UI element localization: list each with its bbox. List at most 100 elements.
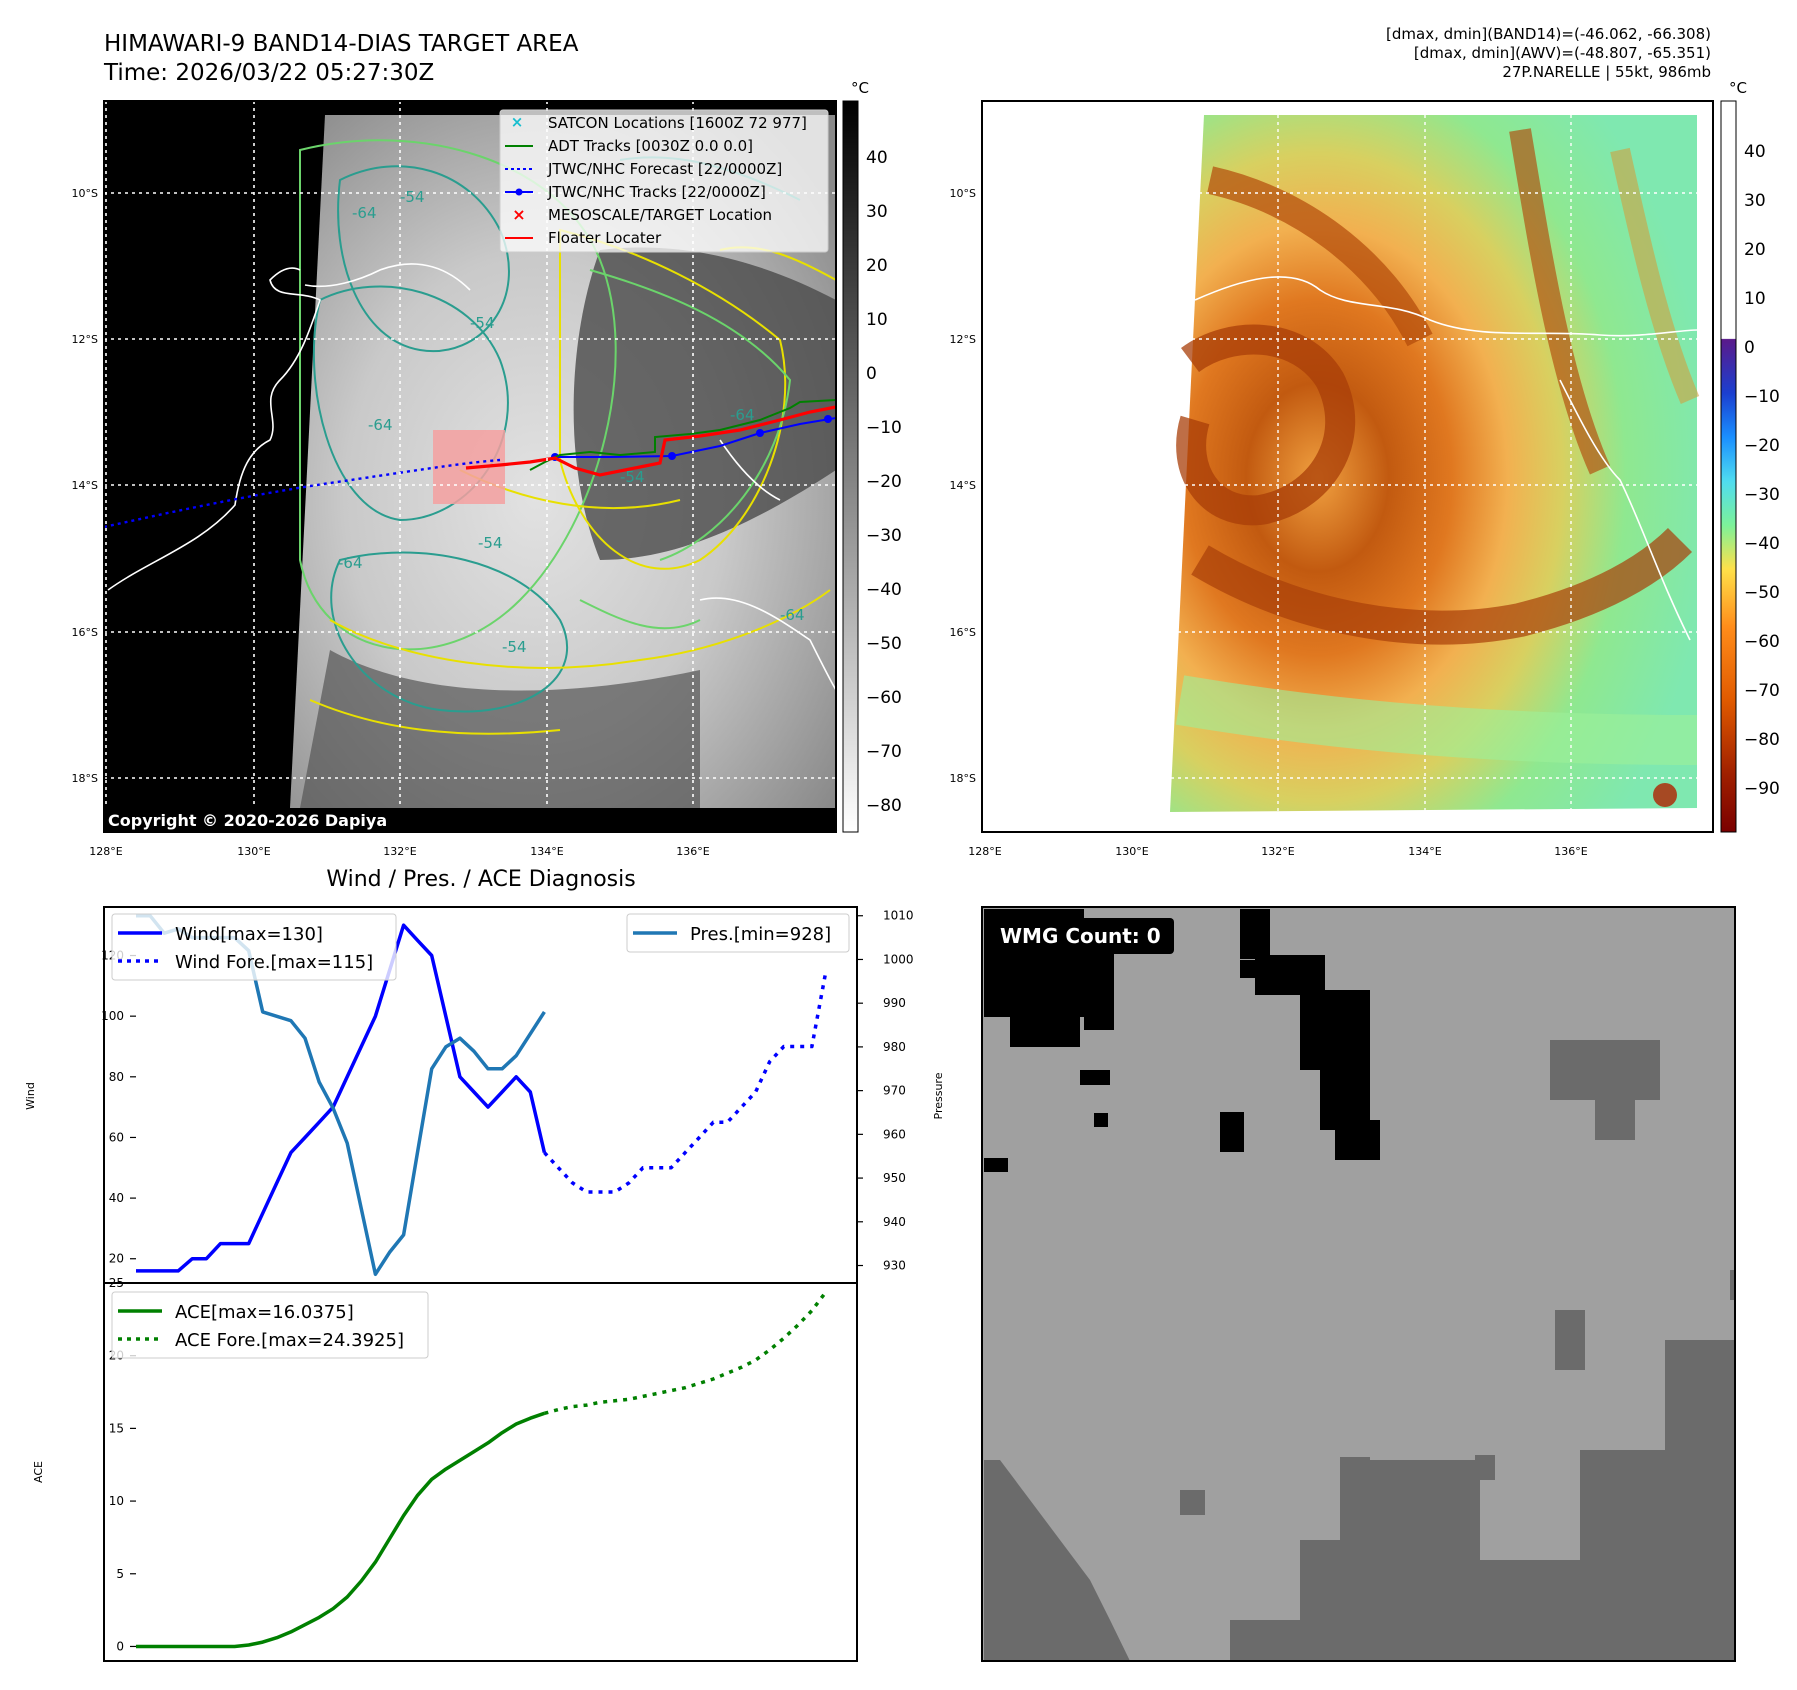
lon-label: 134°E [1408, 845, 1441, 858]
lat-label: 18°S [72, 772, 98, 785]
pressure-tick-label: 960 [883, 1127, 906, 1141]
lat-label: 14°S [72, 479, 98, 492]
copyright-banner [104, 808, 836, 832]
contour-label: -54 [620, 468, 645, 486]
contour-label: -64 [338, 554, 363, 572]
svg-text:40: 40 [1744, 142, 1766, 162]
lon-label: 132°E [1261, 845, 1294, 858]
contour-label: -54 [478, 534, 503, 552]
lon-label: 136°E [1554, 845, 1587, 858]
lon-label: 132°E [383, 845, 416, 858]
ace-series-1 [543, 1290, 828, 1415]
svg-text:20: 20 [1744, 240, 1766, 260]
lon-label: 134°E [530, 845, 563, 858]
pressure-ylabel: Pressure [932, 1072, 945, 1119]
left-colorbar [842, 100, 859, 833]
lat-label: 12°S [950, 333, 976, 346]
info-line-3: 27P.NARELLE | 55kt, 986mb [1502, 63, 1711, 81]
lat-label: 16°S [950, 626, 976, 639]
svg-text:×: × [512, 205, 525, 224]
wind-series-0 [136, 923, 547, 1273]
legend-wind: Wind[max=130] [175, 924, 323, 945]
lon-label: 130°E [237, 845, 270, 858]
right-colorbar-ticks: 40 30 20 10 0 −10 −20 −30 −40 −50 −60 −7… [1744, 142, 1780, 799]
jtwc-track [555, 417, 836, 458]
wmg-dark-cells [984, 1040, 1735, 1661]
legend-satcon: SATCON Locations [1600Z 72 977] [548, 114, 807, 132]
ace-tick-label: 0 [116, 1639, 124, 1653]
svg-text:0: 0 [866, 364, 877, 384]
wind-tick-label: 40 [109, 1191, 124, 1205]
svg-text:−20: −20 [866, 472, 902, 492]
wind-series-1 [543, 970, 828, 1194]
svg-text:×: × [511, 113, 524, 131]
wmg-badge [990, 918, 1174, 954]
pressure-tick-label: 950 [883, 1171, 906, 1185]
ace-tick-label: 5 [116, 1567, 124, 1581]
svg-text:10: 10 [866, 310, 888, 330]
contour-label: -64 [780, 606, 805, 624]
lat-label: 10°S [950, 187, 976, 200]
svg-text:20: 20 [866, 256, 888, 276]
svg-text:40: 40 [866, 148, 888, 168]
info-line-1: [dmax, dmin](BAND14)=(-46.062, -66.308) [1386, 25, 1711, 43]
legend-adt: ADT Tracks [0030Z 0.0 0.0] [548, 137, 753, 155]
legend-ace: ACE[max=16.0375] [175, 1302, 354, 1323]
ace-chart: 0510152025 ACE ACE[max=16.0375] ACE Fore… [32, 1276, 858, 1662]
lon-label: 128°E [89, 845, 122, 858]
ace-tick-label: 10 [109, 1494, 124, 1508]
wind-tick-label: 60 [109, 1130, 124, 1144]
legend-forecast: JTWC/NHC Forecast [22/0000Z] [547, 160, 782, 178]
svg-text:−80: −80 [866, 796, 902, 816]
svg-text:0: 0 [1744, 338, 1755, 358]
left-colorbar-ticks: 40 30 20 10 0 −10 −20 −30 −40 −50 −60 −7… [866, 148, 902, 816]
svg-text:−90: −90 [1744, 779, 1780, 799]
adt-track [529, 399, 836, 471]
contour-label: -54 [400, 188, 425, 206]
svg-text:−60: −60 [866, 688, 902, 708]
right-colorbar-unit: °C [1729, 79, 1747, 97]
map-legend: × SATCON Locations [1600Z 72 977] ADT Tr… [499, 109, 829, 253]
svg-text:−80: −80 [1744, 730, 1780, 750]
svg-text:−30: −30 [866, 526, 902, 546]
svg-text:30: 30 [1744, 191, 1766, 211]
lat-label: 12°S [72, 333, 98, 346]
left-colorbar-unit: °C [851, 79, 869, 97]
diag-title: Wind / Pres. / ACE Diagnosis [326, 867, 635, 892]
lat-label: 10°S [72, 187, 98, 200]
legend-floater: Floater Locater [548, 229, 662, 247]
copyright-text: Copyright © 2020-2026 Dapiya [108, 811, 387, 830]
svg-text:−50: −50 [866, 634, 902, 654]
contour-label: -64 [352, 204, 377, 222]
svg-text:10: 10 [1744, 289, 1766, 309]
floater-locater [465, 405, 836, 477]
legend-jtwc-tracks: JTWC/NHC Tracks [22/0000Z] [547, 183, 766, 201]
pressure-tick-label: 990 [883, 996, 906, 1010]
svg-text:−40: −40 [866, 580, 902, 600]
svg-text:−70: −70 [1744, 681, 1780, 701]
wind-pressure-chart: 20406080100120 9309409509609709809901000… [24, 906, 945, 1284]
awv-swath [1170, 115, 1697, 812]
pressure-axis-ticks: 930 940 950 960 970 980 990 1000 1010 [857, 909, 914, 1273]
title-line-2: Time: 2026/03/22 05:27:30Z [103, 60, 434, 86]
wind-tick-label: 20 [109, 1252, 124, 1266]
legend-wind-fore: Wind Fore.[max=115] [175, 952, 373, 973]
ace-ylabel: ACE [32, 1461, 45, 1483]
lat-label: 16°S [72, 626, 98, 639]
svg-text:−20: −20 [1744, 436, 1780, 456]
ace-tick-label: 15 [109, 1421, 124, 1435]
wind-tick-label: 100 [101, 1009, 124, 1023]
lat-label: 18°S [950, 772, 976, 785]
title-line-1: HIMAWARI-9 BAND14-DIAS TARGET AREA [104, 31, 579, 57]
right-awv-map [982, 101, 1713, 832]
legend-pressure: Pres.[min=928] [690, 924, 831, 945]
contour-label: -54 [470, 314, 495, 332]
svg-text:−50: −50 [1744, 583, 1780, 603]
lon-label: 128°E [968, 845, 1001, 858]
svg-text:−10: −10 [866, 418, 902, 438]
wmg-count: WMG Count: 0 [1000, 924, 1161, 948]
wmg-panel: WMG Count: 0 [981, 906, 1736, 1662]
pressure-tick-label: 1000 [883, 952, 914, 966]
right-colorbar [1720, 100, 1737, 833]
wind-ylabel: Wind [24, 1082, 37, 1110]
